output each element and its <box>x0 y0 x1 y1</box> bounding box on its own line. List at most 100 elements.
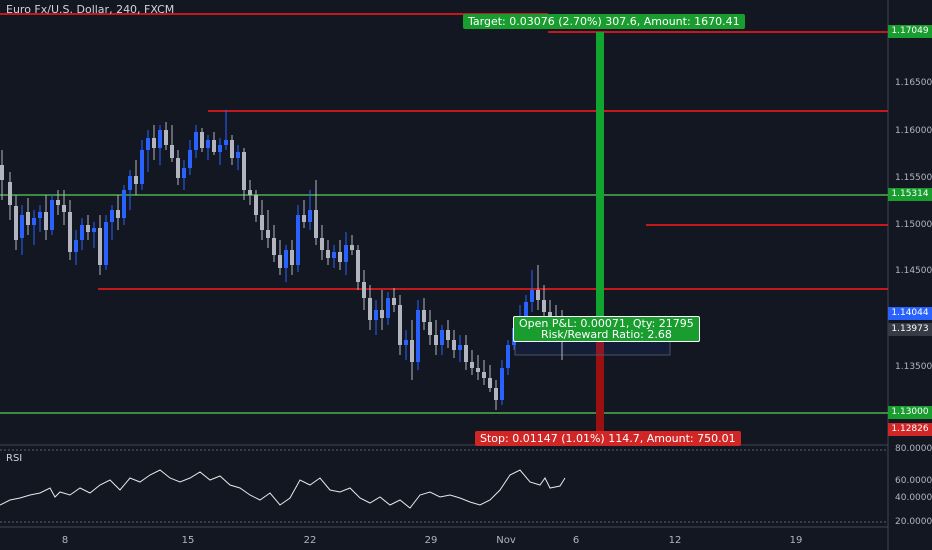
candle-body <box>224 140 228 145</box>
time-tick: 12 <box>668 535 682 546</box>
candle-body <box>0 165 4 180</box>
price-tag-stop: 1.12826 <box>888 423 932 436</box>
candle-body <box>362 282 366 298</box>
candle-body <box>350 245 354 250</box>
candle-body <box>44 212 48 230</box>
candle-body <box>470 362 474 368</box>
candle-body <box>140 150 144 184</box>
candle-body <box>260 215 264 230</box>
candle-body <box>482 372 486 378</box>
candle-body <box>290 250 294 265</box>
candle-body <box>80 225 84 240</box>
candle-body <box>302 215 306 222</box>
time-tick: 29 <box>424 535 438 546</box>
risk-reward-line: Risk/Reward Ratio: 2.68 <box>540 328 672 341</box>
candle-body <box>278 255 282 268</box>
candle-body <box>548 312 552 318</box>
time-tick: 6 <box>572 535 580 546</box>
candle-body <box>134 176 138 184</box>
candle-body <box>458 345 462 350</box>
candle-body <box>200 132 204 148</box>
candle-body <box>212 140 216 152</box>
candle-body <box>122 190 126 218</box>
candle-body <box>98 228 102 265</box>
candle-body <box>116 210 120 218</box>
candle-body <box>464 345 468 362</box>
candle-body <box>338 252 342 262</box>
price-tag-last: 1.14044 <box>888 307 932 320</box>
candle-body <box>56 200 60 205</box>
price-tick: 1.13500 <box>895 362 932 372</box>
candle-body <box>488 378 492 388</box>
pnl-label[interactable]: Open P&L: 0.00071, Qty: 21795 Risk/Rewar… <box>513 316 700 342</box>
candle-body <box>398 305 402 345</box>
rsi-tick: 20.0000 <box>895 517 932 527</box>
candle-body <box>284 250 288 268</box>
price-tick: 1.15500 <box>895 173 932 183</box>
candle-body <box>416 310 420 362</box>
candle-body <box>152 138 156 148</box>
candle-body <box>446 330 450 340</box>
stop-label[interactable]: Stop: 0.01147 (1.01%) 114.7, Amount: 750… <box>475 431 741 446</box>
candle-body <box>110 210 114 222</box>
candle-body <box>368 298 372 320</box>
candle-body <box>38 212 42 218</box>
candle-body <box>74 240 78 252</box>
candle-body <box>452 340 456 350</box>
candle-body <box>104 222 108 265</box>
rsi-line <box>0 469 566 509</box>
candle-body <box>428 322 432 335</box>
candle-body <box>32 218 36 225</box>
candle-body <box>422 310 426 322</box>
time-tick: Nov <box>496 535 516 546</box>
candle-body <box>392 298 396 305</box>
time-tick: 22 <box>303 535 317 546</box>
price-tag-target: 1.17049 <box>888 25 932 38</box>
rsi-tick: 80.0000 <box>895 444 932 454</box>
candle-body <box>440 330 444 345</box>
price-tick: 1.15000 <box>895 220 932 230</box>
rsi-tick: 60.0000 <box>895 476 932 486</box>
candle-body <box>164 130 168 145</box>
price-tick: 1.16500 <box>895 78 932 88</box>
candle-body <box>296 215 300 265</box>
candle-body <box>500 368 504 400</box>
candle-body <box>494 388 498 400</box>
candle-body <box>410 340 414 362</box>
candle-body <box>524 302 528 318</box>
pnl-line: Open P&L: 0.00071, Qty: 21795 <box>519 317 694 330</box>
candle-body <box>272 238 276 255</box>
candle-body <box>530 290 534 302</box>
rsi-label: RSI <box>6 453 23 464</box>
candle-body <box>20 215 24 238</box>
candle-body <box>254 195 258 215</box>
candle-body <box>170 145 174 158</box>
candle-body <box>8 182 12 205</box>
candle-body <box>386 298 390 318</box>
target-label[interactable]: Target: 0.03076 (2.70%) 307.6, Amount: 1… <box>463 14 745 29</box>
candle-body <box>266 230 270 238</box>
candle-body <box>14 206 18 240</box>
candle-body <box>314 210 318 238</box>
time-tick: 8 <box>61 535 69 546</box>
candle-body <box>230 140 234 158</box>
rsi-tick: 40.0000 <box>895 493 932 503</box>
candle-body <box>476 368 480 372</box>
time-tick: 19 <box>789 535 803 546</box>
symbol-title: Euro Fx/U.S. Dollar, 240, FXCM <box>6 3 175 16</box>
candle-body <box>248 190 252 195</box>
price-tag-support-upper: 1.15314 <box>888 188 932 201</box>
candle-body <box>128 176 132 190</box>
candle-body <box>86 225 90 232</box>
candle-body <box>26 212 30 225</box>
candle-body <box>404 340 408 345</box>
candle-body <box>158 130 162 148</box>
price-tag-entry: 1.13973 <box>888 323 932 336</box>
candle-body <box>62 205 66 212</box>
candle-body <box>236 152 240 158</box>
candle-body <box>374 310 378 320</box>
loss-zone-bar <box>596 340 604 432</box>
candle-body <box>380 310 384 318</box>
candle-body <box>356 250 360 282</box>
